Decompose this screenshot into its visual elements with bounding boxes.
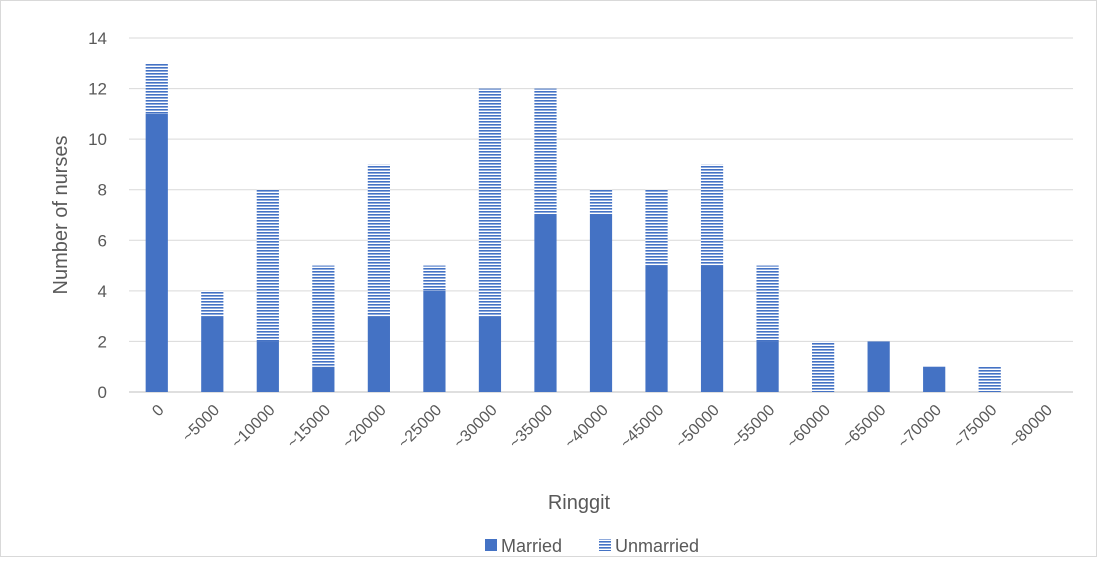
y-axis-tick-labels: 0 2 4 6 8 10 12 14: [88, 29, 107, 402]
y-tick-label: 10: [88, 130, 107, 149]
bar-unmarried-0: [146, 63, 168, 114]
bar-married-13: [868, 341, 890, 392]
bar-unmarried-1: [201, 291, 223, 316]
bar-married-11: [756, 341, 778, 392]
bar-unmarried-6: [479, 89, 501, 317]
bar-married-7: [534, 215, 556, 392]
x-tick-label: ~40000: [562, 402, 612, 452]
legend-label-married: Married: [501, 536, 562, 556]
x-tick-label: ~60000: [784, 402, 834, 452]
x-tick-label: ~35000: [506, 402, 556, 452]
y-tick-label: 14: [88, 29, 107, 48]
legend-label-unmarried: Unmarried: [615, 536, 699, 556]
bars: [146, 63, 1001, 392]
bar-unmarried-2: [257, 190, 279, 342]
y-tick-label: 0: [98, 383, 107, 402]
bar-married-3: [312, 367, 334, 392]
bar-married-4: [368, 316, 390, 392]
y-tick-label: 4: [98, 282, 107, 301]
x-tick-label: ~50000: [673, 402, 723, 452]
bar-unmarried-15: [979, 367, 1001, 392]
bar-married-9: [645, 266, 667, 392]
x-tick-label: ~5000: [179, 402, 223, 446]
x-tick-label: ~70000: [895, 402, 945, 452]
bar-married-2: [257, 341, 279, 392]
x-tick-label: ~15000: [284, 402, 334, 452]
bar-unmarried-5: [423, 266, 445, 291]
y-tick-label: 6: [98, 231, 107, 250]
x-tick-label: ~65000: [839, 402, 889, 452]
x-tick-label: ~55000: [728, 402, 778, 452]
x-tick-label: ~30000: [451, 402, 501, 452]
y-tick-label: 12: [88, 80, 107, 99]
bar-married-14: [923, 367, 945, 392]
bar-unmarried-12: [812, 341, 834, 392]
x-axis-label: Ringgit: [548, 492, 611, 514]
x-tick-label: ~10000: [229, 402, 279, 452]
bar-married-8: [590, 215, 612, 392]
bar-unmarried-4: [368, 164, 390, 316]
bar-married-1: [201, 316, 223, 392]
bar-married-6: [479, 316, 501, 392]
x-tick-label: ~80000: [1006, 402, 1056, 452]
y-tick-label: 2: [98, 332, 107, 351]
bar-married-5: [423, 291, 445, 392]
bar-unmarried-9: [645, 190, 667, 266]
bar-unmarried-7: [534, 89, 556, 215]
x-tick-label: ~45000: [617, 402, 667, 452]
bar-unmarried-8: [590, 190, 612, 215]
x-tick-label: ~20000: [340, 402, 390, 452]
legend: Married Unmarried: [485, 536, 699, 556]
bar-unmarried-3: [312, 266, 334, 367]
x-tick-label: ~75000: [950, 402, 1000, 452]
x-axis-tick-labels: 0 ~5000 ~10000 ~15000 ~20000 ~25000 ~30000 ~350…: [149, 402, 1056, 452]
legend-swatch-married: [485, 539, 497, 551]
bar-married-10: [701, 266, 723, 392]
y-axis-label: Number of nurses: [50, 136, 72, 295]
bar-married-0: [146, 114, 168, 392]
x-tick-label: ~25000: [395, 402, 445, 452]
y-tick-label: 8: [98, 181, 107, 200]
x-tick-label: 0: [149, 402, 167, 420]
bar-unmarried-11: [756, 266, 778, 342]
legend-swatch-unmarried: [599, 539, 611, 551]
bar-unmarried-10: [701, 164, 723, 265]
